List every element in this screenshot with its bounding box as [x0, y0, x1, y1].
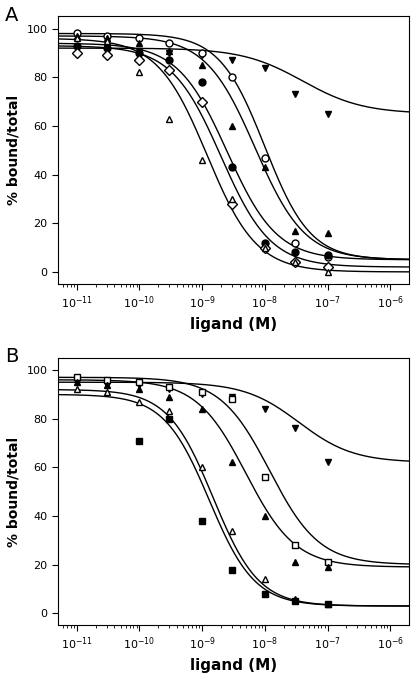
Y-axis label: % bound/total: % bound/total [7, 95, 21, 205]
Y-axis label: % bound/total: % bound/total [7, 437, 21, 547]
Text: B: B [5, 347, 19, 366]
Text: A: A [5, 5, 19, 24]
X-axis label: ligand (M): ligand (M) [190, 317, 277, 332]
X-axis label: ligand (M): ligand (M) [190, 658, 277, 673]
